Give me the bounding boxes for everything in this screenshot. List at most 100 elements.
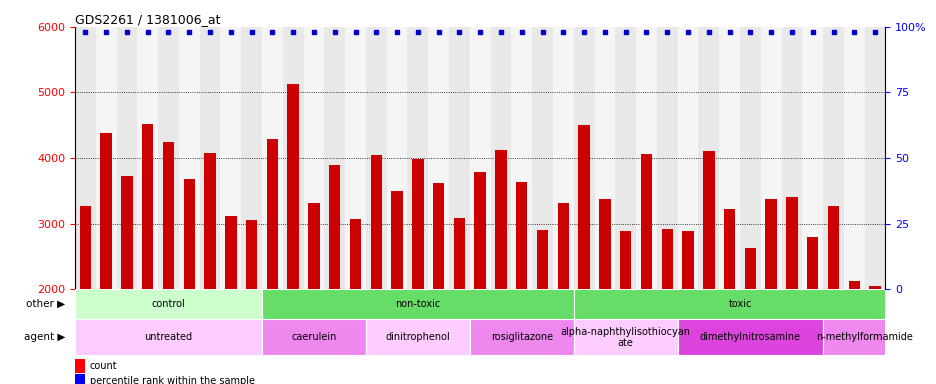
- Bar: [469, 319, 573, 355]
- Text: rosiglitazone: rosiglitazone: [490, 333, 552, 343]
- Bar: [75, 27, 95, 289]
- Bar: [262, 319, 366, 355]
- Bar: [598, 199, 610, 289]
- Bar: [371, 155, 382, 289]
- Bar: [552, 27, 573, 289]
- Bar: [536, 230, 548, 289]
- Text: percentile rank within the sample: percentile rank within the sample: [90, 376, 255, 384]
- Bar: [241, 27, 262, 289]
- Bar: [724, 209, 735, 289]
- Bar: [412, 159, 423, 289]
- Text: count: count: [90, 361, 117, 371]
- Bar: [75, 359, 85, 373]
- Bar: [199, 27, 220, 289]
- Bar: [344, 27, 366, 289]
- Text: non-toxic: non-toxic: [395, 299, 440, 309]
- Text: caerulein: caerulein: [291, 333, 336, 343]
- Bar: [95, 27, 116, 289]
- Bar: [636, 27, 656, 289]
- Bar: [826, 207, 839, 289]
- Bar: [391, 191, 402, 289]
- Bar: [801, 27, 822, 289]
- Bar: [495, 150, 506, 289]
- Bar: [453, 218, 464, 289]
- Bar: [179, 27, 199, 289]
- Bar: [80, 206, 91, 289]
- Bar: [864, 27, 885, 289]
- Bar: [490, 27, 511, 289]
- Bar: [183, 179, 195, 289]
- Text: GDS2261 / 1381006_at: GDS2261 / 1381006_at: [75, 13, 220, 26]
- Bar: [806, 237, 817, 289]
- Bar: [163, 142, 174, 289]
- Bar: [781, 27, 801, 289]
- Bar: [557, 202, 568, 289]
- Bar: [848, 281, 859, 289]
- Bar: [516, 182, 527, 289]
- Bar: [869, 286, 880, 289]
- Bar: [245, 220, 257, 289]
- Bar: [448, 27, 469, 289]
- Text: dinitrophenol: dinitrophenol: [385, 333, 450, 343]
- Bar: [204, 153, 215, 289]
- Bar: [121, 176, 133, 289]
- Bar: [593, 27, 615, 289]
- Bar: [843, 27, 864, 289]
- Bar: [324, 27, 344, 289]
- Bar: [822, 27, 843, 289]
- Bar: [620, 231, 631, 289]
- Bar: [349, 219, 361, 289]
- Bar: [719, 27, 739, 289]
- Bar: [100, 133, 111, 289]
- Bar: [573, 319, 677, 355]
- Bar: [511, 27, 532, 289]
- Bar: [760, 27, 781, 289]
- Text: agent ▶: agent ▶: [23, 333, 66, 343]
- Bar: [765, 199, 776, 289]
- Bar: [262, 289, 573, 319]
- Text: n-methylformamide: n-methylformamide: [815, 333, 913, 343]
- Bar: [158, 27, 179, 289]
- Bar: [640, 154, 651, 289]
- Text: other ▶: other ▶: [26, 299, 66, 309]
- Bar: [702, 151, 714, 289]
- Bar: [366, 319, 469, 355]
- Bar: [785, 197, 797, 289]
- Bar: [329, 164, 340, 289]
- Bar: [469, 27, 490, 289]
- Text: untreated: untreated: [144, 333, 192, 343]
- Bar: [744, 248, 755, 289]
- Bar: [681, 231, 693, 289]
- Bar: [220, 27, 241, 289]
- Bar: [615, 27, 636, 289]
- Bar: [287, 84, 299, 289]
- Text: toxic: toxic: [727, 299, 751, 309]
- Bar: [697, 27, 719, 289]
- Bar: [387, 27, 407, 289]
- Bar: [75, 374, 85, 384]
- Bar: [262, 27, 283, 289]
- Bar: [661, 229, 672, 289]
- Bar: [578, 124, 589, 289]
- Bar: [116, 27, 138, 289]
- Bar: [822, 319, 905, 355]
- Bar: [573, 27, 593, 289]
- Bar: [532, 27, 552, 289]
- Bar: [366, 27, 387, 289]
- Bar: [225, 216, 236, 289]
- Bar: [308, 203, 319, 289]
- Bar: [407, 27, 428, 289]
- Bar: [474, 172, 486, 289]
- Bar: [573, 289, 905, 319]
- Bar: [142, 124, 154, 289]
- Bar: [428, 27, 448, 289]
- Bar: [75, 319, 262, 355]
- Bar: [138, 27, 158, 289]
- Bar: [75, 289, 262, 319]
- Text: control: control: [152, 299, 185, 309]
- Bar: [739, 27, 760, 289]
- Bar: [283, 27, 303, 289]
- Bar: [303, 27, 324, 289]
- Bar: [432, 183, 444, 289]
- Bar: [656, 27, 677, 289]
